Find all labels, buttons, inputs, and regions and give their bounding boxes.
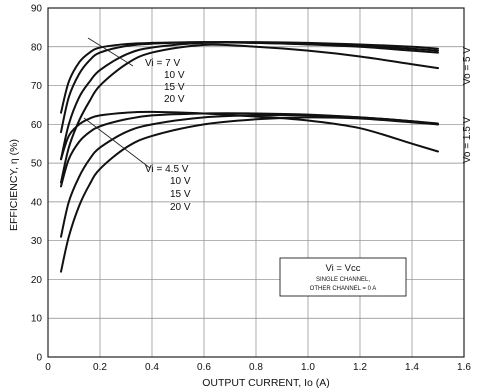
conditions-line-1: SINGLE CHANNEL,: [316, 277, 370, 283]
vi-label-high-3: 15 V: [164, 82, 185, 93]
vi-label-high-4: 20 V: [164, 94, 185, 105]
vi-labels-high: Vi = 7 V 10 V 15 V 20 V: [145, 58, 185, 105]
vi-label-low-4: 20 V: [170, 202, 191, 213]
conditions-line-2: OTHER CHANNEL = 0 A: [310, 286, 377, 292]
series-line-2: [60, 40, 439, 134]
x-tick-label: 0.6: [197, 362, 211, 373]
x-tick-label: 0: [45, 362, 51, 373]
conditions-title: Vi = Vcc: [326, 263, 361, 274]
series-line-4: [60, 43, 439, 184]
vi-label-low-3: 15 V: [170, 189, 191, 200]
tick-layer: 0 0.2 0.4 0.6 0.8 1.0 1.2 1.4 1.6 0 10 20 30 40 50 60 70…: [31, 4, 472, 374]
x-tick-label: 0.4: [145, 362, 159, 373]
group-label-low: Vo = 1.5 V: [462, 116, 473, 163]
series-line-5: [60, 110, 439, 161]
series-layer: [60, 40, 439, 273]
x-axis-title: OUTPUT CURRENT, Io (A): [202, 377, 330, 389]
vi-label-high-2: 10 V: [164, 70, 185, 81]
x-tick-label: 1.0: [301, 362, 315, 373]
series-line-1: [60, 41, 439, 114]
y-tick-label: 50: [31, 159, 43, 170]
y-tick-label: 90: [31, 4, 43, 15]
group-label-high: Vo = 5 V: [462, 47, 473, 85]
x-tick-label: 0.2: [93, 362, 107, 373]
y-tick-label: 80: [31, 42, 43, 53]
pointer-line-high: [87, 37, 134, 67]
x-tick-label: 1.4: [405, 362, 419, 373]
vi-label-high-1: Vi = 7 V: [145, 58, 180, 69]
y-tick-label: 60: [31, 120, 43, 131]
y-tick-label: 30: [31, 236, 43, 247]
series-line-3: [60, 41, 439, 161]
series-line-7: [60, 114, 439, 238]
y-axis-title: EFFICIENCY, η (%): [8, 139, 20, 231]
y-tick-label: 70: [31, 81, 43, 92]
vi-label-low-1: Vi = 4.5 V: [145, 164, 189, 175]
x-tick-label: 1.2: [353, 362, 367, 373]
plot-frame: [47, 7, 465, 358]
vi-labels-low: Vi = 4.5 V 10 V 15 V 20 V: [145, 164, 191, 213]
y-tick-label: 20: [31, 275, 43, 286]
vi-label-low-2: 10 V: [170, 176, 191, 187]
conditions-box-frame: [279, 257, 407, 297]
x-tick-label: 0.8: [249, 362, 263, 373]
grid-layer: [48, 8, 464, 357]
y-tick-label: 10: [31, 314, 43, 325]
y-tick-label: 0: [36, 353, 42, 364]
series-line-8: [60, 116, 439, 273]
y-tick-label: 40: [31, 197, 43, 208]
conditions-box: Vi = Vcc SINGLE CHANNEL, OTHER CHANNEL =…: [279, 257, 407, 297]
pointer-line-low: [83, 117, 151, 169]
x-tick-label: 1.6: [457, 362, 471, 373]
